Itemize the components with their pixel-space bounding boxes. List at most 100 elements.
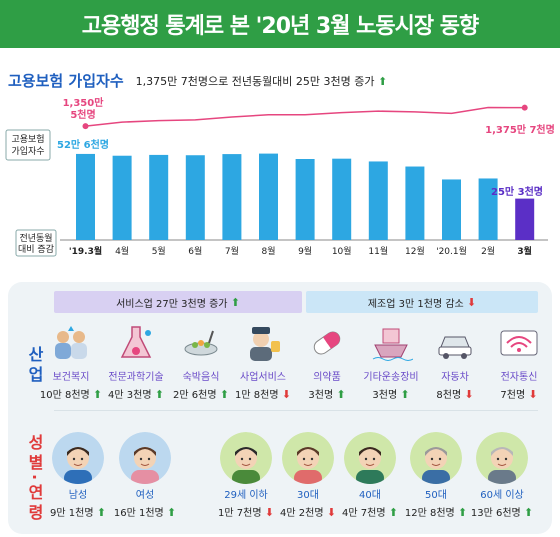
x-tick-label: 9월 <box>298 245 312 257</box>
breakdown-panel: 서비스업 27만 3천명 증가 ⬆ 제조업 3만 1천명 감소 ⬇ 산업 성별·… <box>8 282 552 534</box>
demographic-item-name: 29세 이하 <box>224 490 268 501</box>
line-end-label: 1,375만 7천명 <box>485 123 555 136</box>
chart-bar <box>478 178 498 240</box>
industry-item-value: 3천명 ⬆ <box>308 388 346 401</box>
up-arrow-icon: ⬆ <box>378 74 388 88</box>
demographic-item-value: 1만 7천명 ⬇ <box>218 506 274 519</box>
avatar <box>52 432 104 484</box>
avatar <box>476 432 528 484</box>
industry-item: 의약품 3천명 ⬆ <box>292 320 362 401</box>
chart-bar <box>259 153 278 240</box>
section-header: 고용보험 가입자수 1,375만 7천명으로 전년동월대비 25만 3천명 증가… <box>8 70 387 91</box>
chart-bar <box>295 159 315 240</box>
up-arrow-icon: ⬆ <box>230 295 240 309</box>
car-icon <box>432 320 478 366</box>
avatar <box>282 432 334 484</box>
demographic-item-value: 9만 1천명 ⬆ <box>50 506 106 519</box>
service-header: 서비스업 27만 3천명 증가 ⬆ <box>54 291 302 313</box>
industry-item-value: 4만 3천명 ⬆ <box>108 388 164 401</box>
chart-bar <box>405 166 425 240</box>
title-banner: 고용행정 통계로 본 '20년 3월 노동시장 동향 <box>0 0 560 48</box>
bar-axis-label-box <box>15 229 57 257</box>
industry-item-name: 전자통신 <box>500 372 538 383</box>
x-tick-label: '19.3월 <box>69 245 102 257</box>
industry-item-value: 8천명 ⬇ <box>436 388 474 401</box>
line-axis-label-2: 가입자수 <box>11 145 44 157</box>
page-title: 고용행정 통계로 본 '20년 3월 노동시장 동향 <box>81 14 479 39</box>
down-arrow-icon: ⬇ <box>466 295 477 309</box>
x-tick-label: 8월 <box>261 245 275 257</box>
line-series <box>85 106 525 127</box>
chart-bar <box>149 154 169 240</box>
up-arrow-icon: ⬆ <box>388 506 398 519</box>
x-tick-label: 6월 <box>188 245 202 257</box>
x-tick-label: 10월 <box>332 245 352 257</box>
chart-bar <box>515 198 535 240</box>
x-tick-label: 5월 <box>152 245 166 257</box>
industry-item-name: 기타운송장비 <box>363 372 419 383</box>
industry-item-value: 7천명 ⬇ <box>500 388 538 401</box>
down-arrow-icon: ⬇ <box>264 506 274 519</box>
demographic-item: 29세 이하 1만 7천명 ⬇ <box>211 432 281 519</box>
up-arrow-icon: ⬆ <box>166 506 177 519</box>
avatar <box>344 432 396 484</box>
manufacturing-header: 제조업 3만 1천명 감소 ⬇ <box>306 291 538 313</box>
wifi-icon <box>496 320 542 366</box>
down-arrow-icon: ⬇ <box>281 388 291 401</box>
up-arrow-icon: ⬆ <box>523 506 534 519</box>
demographic-item: 30대 4만 2천명 ⬇ <box>273 432 343 519</box>
x-tick-label: '20.1월 <box>436 245 467 257</box>
industry-item-name: 보건복지 <box>52 372 90 383</box>
avatar <box>119 432 171 484</box>
up-arrow-icon: ⬆ <box>336 388 346 401</box>
industry-item-value: 2만 6천명 ⬆ <box>173 388 229 401</box>
line-axis-label-1: 고용보험 <box>11 134 44 145</box>
chart-bar <box>76 153 95 240</box>
demographic-item-name: 40대 <box>359 490 381 501</box>
industry-item-name: 전문과학기술 <box>108 372 164 383</box>
demographic-item: 남성 9만 1천명 ⬆ <box>43 432 113 519</box>
bar-end-label: 25만 3천명 <box>491 185 543 198</box>
industry-item-value: 1만 8천명 ⬇ <box>235 388 291 401</box>
x-tick-label: 11월 <box>368 245 388 257</box>
industry-item: 보건복지 10만 8천명 ⬆ <box>36 320 106 401</box>
demographic-item-name: 30대 <box>297 490 319 501</box>
avatar <box>410 432 462 484</box>
chart-bar <box>368 161 388 240</box>
down-arrow-icon: ⬇ <box>464 388 474 401</box>
avatar <box>220 432 272 484</box>
x-tick-label: 2월 <box>481 245 495 257</box>
industry-item-value: 3천명 ⬆ <box>372 388 410 401</box>
chart-bar <box>332 158 352 240</box>
down-arrow-icon: ⬇ <box>326 506 336 519</box>
industry-item-value: 10만 8천명 ⬆ <box>39 388 103 401</box>
divider <box>54 410 538 411</box>
x-tick-label: 3월 <box>517 245 532 257</box>
healthcare-icon <box>48 320 94 366</box>
demographic-item: 여성 16만 1천명 ⬆ <box>110 432 180 519</box>
industry-item-name: 사업서비스 <box>240 372 286 383</box>
up-arrow-icon: ⬆ <box>92 388 103 401</box>
demographic-item-value: 13만 6천명 ⬆ <box>470 506 534 519</box>
demographics-label: 성별·연령 <box>25 434 44 525</box>
demographic-item-name: 50대 <box>425 490 447 501</box>
industry-item: 사업서비스 1만 8천명 ⬇ <box>228 320 298 401</box>
demographic-item-name: 여성 <box>135 490 155 501</box>
pill-icon <box>304 320 350 366</box>
chart-bar <box>222 154 242 240</box>
industry-item: 기타운송장비 3천명 ⬆ <box>356 320 426 401</box>
line-start-label-2: 5천명 <box>70 108 95 121</box>
up-arrow-icon: ⬆ <box>219 388 229 401</box>
up-arrow-icon: ⬆ <box>400 388 410 401</box>
section-title: 고용보험 가입자수 <box>8 72 124 90</box>
section-summary: 1,375만 7천명으로 전년동월대비 25만 3천명 증가 ⬆ <box>135 74 388 88</box>
line-point-end <box>521 104 528 111</box>
demographic-item: 40대 4만 7천명 ⬆ <box>335 432 405 519</box>
industry-item: 자동차 8천명 ⬇ <box>420 320 490 401</box>
x-tick-label: 7월 <box>225 245 239 257</box>
security-guard-icon <box>240 320 286 366</box>
demographic-item-value: 16만 1천명 ⬆ <box>113 506 177 519</box>
demographic-item: 60세 이상 13만 6천명 ⬆ <box>467 432 537 519</box>
x-tick-label: 12월 <box>405 245 425 257</box>
